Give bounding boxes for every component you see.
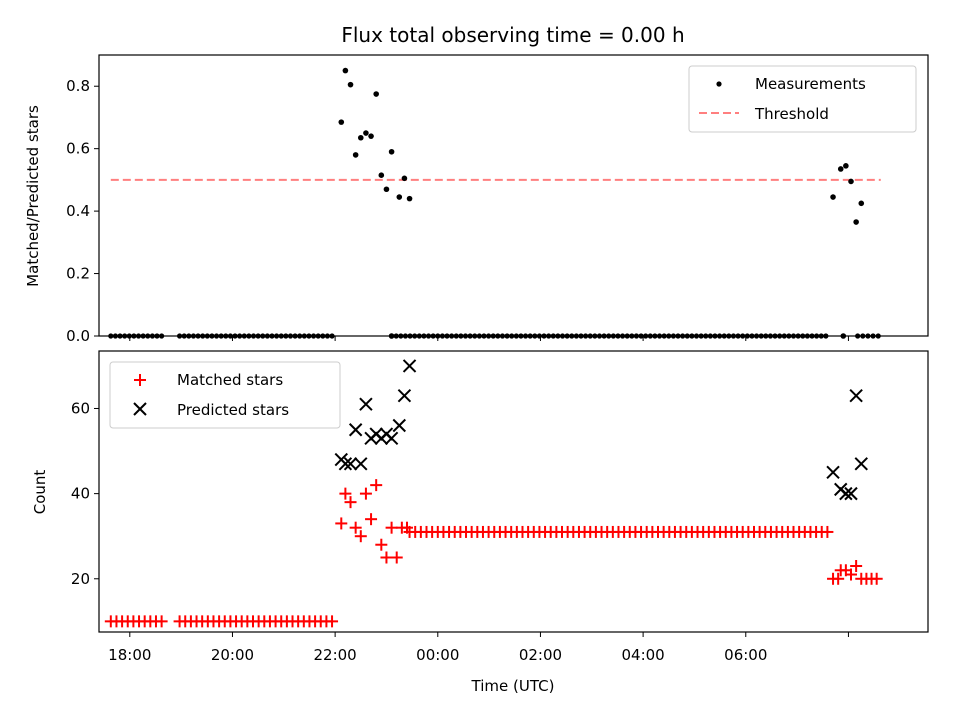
predicted-star-point xyxy=(354,457,368,471)
bottom-y-tick-label: 40 xyxy=(71,485,90,503)
matched-star-point xyxy=(390,551,403,564)
x-tick-label: 04:00 xyxy=(621,646,664,664)
matched-star-point xyxy=(832,572,845,585)
matched-star-point xyxy=(375,538,388,551)
matched-star-point xyxy=(349,521,362,534)
predicted-star-point xyxy=(826,465,840,480)
matched-star-point xyxy=(870,572,883,585)
matched-star-point xyxy=(344,496,357,509)
legend-threshold: Threshold xyxy=(754,105,829,123)
measurement-point xyxy=(347,81,354,88)
predicted-star-point xyxy=(384,431,399,445)
matched-star-point xyxy=(326,615,339,628)
matched-star-point xyxy=(845,568,858,581)
legend-measurements: Measurements xyxy=(755,75,866,93)
matched-star-point xyxy=(370,479,383,492)
measurement-point xyxy=(853,219,859,225)
matched-star-point xyxy=(359,487,372,500)
top-y-tick-label: 0.8 xyxy=(66,77,90,95)
matched-star-point xyxy=(339,487,352,500)
x-tick-label: 22:00 xyxy=(314,646,357,664)
measurement-point xyxy=(837,166,844,172)
matched-star-point xyxy=(365,513,378,526)
top-axes-frame xyxy=(98,54,929,337)
matched-star-point xyxy=(821,525,834,538)
measurement-point xyxy=(396,194,403,200)
measurement-point xyxy=(373,91,379,97)
top-y-tick-label: 0.2 xyxy=(66,265,90,283)
legend-matched: Matched stars xyxy=(177,371,283,389)
bottom-panel: 20 40 60 18:00 20:00 22:00 00:00 02:00 04:00 06:… xyxy=(31,350,929,695)
matched-star-point xyxy=(850,560,863,573)
measurement-point xyxy=(378,172,385,179)
measurement-point xyxy=(830,194,836,200)
predicted-star-point xyxy=(348,423,363,437)
measurement-point xyxy=(858,200,865,207)
chart-title: Flux total observing time = 0.00 h xyxy=(341,23,684,47)
bottom-y-tick-label: 20 xyxy=(71,570,90,588)
measurement-points xyxy=(108,67,881,339)
x-tick-label: 06:00 xyxy=(724,646,767,664)
measurement-point xyxy=(401,175,408,182)
bottom-axes-frame xyxy=(98,350,929,633)
matched-star-point xyxy=(400,521,413,534)
top-y-tick-label: 0.4 xyxy=(66,202,90,220)
measurement-point xyxy=(352,152,359,158)
x-tick-label: 18:00 xyxy=(108,646,151,664)
legend-matched-marker xyxy=(134,374,146,386)
predicted-stars-points xyxy=(334,359,868,501)
predicted-star-point xyxy=(343,457,358,471)
x-tick-label: 02:00 xyxy=(519,646,562,664)
predicted-star-point xyxy=(849,388,863,403)
bottom-y-axis-label: Count xyxy=(31,470,49,515)
top-y-axis-label: Matched/Predicted stars xyxy=(24,105,42,287)
predicted-star-point xyxy=(839,486,853,501)
measurement-point xyxy=(357,134,364,141)
top-legend: Measurements Threshold xyxy=(688,65,917,133)
legend-measurement-marker xyxy=(716,81,722,87)
predicted-star-point xyxy=(359,397,373,411)
matched-star-point xyxy=(155,615,168,628)
predicted-star-point xyxy=(402,359,417,373)
top-y-tick-label: 0.6 xyxy=(66,140,90,158)
bottom-legend: Matched stars Predicted stars xyxy=(109,361,341,429)
legend-predicted: Predicted stars xyxy=(177,401,289,419)
measurement-point xyxy=(363,130,369,136)
measurement-point xyxy=(843,163,849,169)
legend-predicted-marker xyxy=(133,402,147,416)
predicted-star-point xyxy=(844,486,858,501)
matched-stars-points xyxy=(104,479,883,628)
matched-star-point xyxy=(354,530,367,543)
predicted-star-point xyxy=(397,388,412,403)
predicted-star-point xyxy=(854,457,868,471)
measurement-point xyxy=(406,195,413,202)
x-axis-label: Time (UTC) xyxy=(471,677,555,695)
predicted-star-point xyxy=(338,457,353,471)
matched-star-point xyxy=(380,551,393,564)
measurement-point xyxy=(342,67,349,74)
top-y-tick-label: 0.0 xyxy=(66,327,90,345)
predicted-star-point xyxy=(392,418,406,433)
x-tick-label: 20:00 xyxy=(211,646,254,664)
measurement-point xyxy=(388,148,395,155)
top-panel: 0.00.20.40.60.8 Matched/Predicted stars … xyxy=(24,54,929,345)
measurement-point xyxy=(338,119,345,125)
matched-star-point xyxy=(335,517,348,530)
bottom-y-tick-label: 60 xyxy=(71,399,90,417)
measurement-point xyxy=(848,178,854,185)
x-tick-label: 00:00 xyxy=(416,646,459,664)
matched-star-point xyxy=(385,521,398,534)
measurement-point xyxy=(368,133,374,139)
measurement-point xyxy=(383,186,390,193)
